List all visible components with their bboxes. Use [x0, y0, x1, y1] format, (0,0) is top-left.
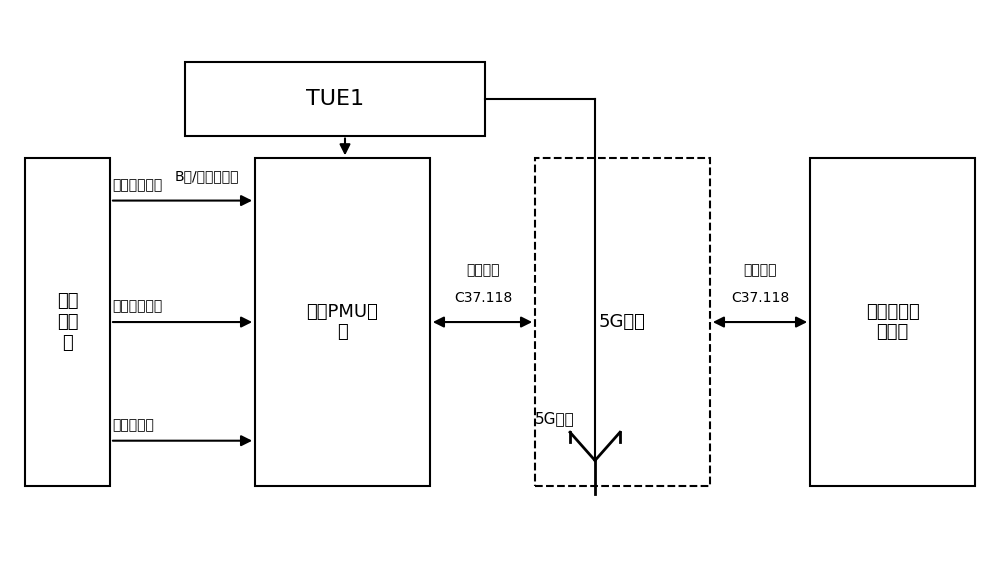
- Text: 电压模拟信号: 电压模拟信号: [112, 299, 162, 314]
- Text: 开关量信号: 开关量信号: [112, 418, 154, 432]
- Text: 5G天线: 5G天线: [535, 411, 575, 427]
- Bar: [25, 158, 110, 486]
- Text: 数字信号: 数字信号: [743, 263, 777, 277]
- Text: 5G网络: 5G网络: [599, 313, 646, 331]
- Text: 数字信号: 数字信号: [466, 263, 500, 277]
- Text: 电流模拟信号: 电流模拟信号: [112, 178, 162, 192]
- Text: 继保
测试
仪: 继保 测试 仪: [57, 292, 78, 352]
- Bar: [810, 158, 975, 486]
- Text: C37.118: C37.118: [454, 291, 512, 305]
- Text: TUE1: TUE1: [306, 89, 364, 109]
- Text: 配网PMU装
置: 配网PMU装 置: [307, 303, 378, 341]
- Text: B码/秒脉冲信号: B码/秒脉冲信号: [175, 170, 240, 184]
- Bar: [185, 62, 485, 136]
- Bar: [535, 158, 710, 486]
- Bar: [255, 158, 430, 486]
- Text: C37.118: C37.118: [731, 291, 789, 305]
- Text: 测控保护系
统主站: 测控保护系 统主站: [866, 303, 919, 341]
